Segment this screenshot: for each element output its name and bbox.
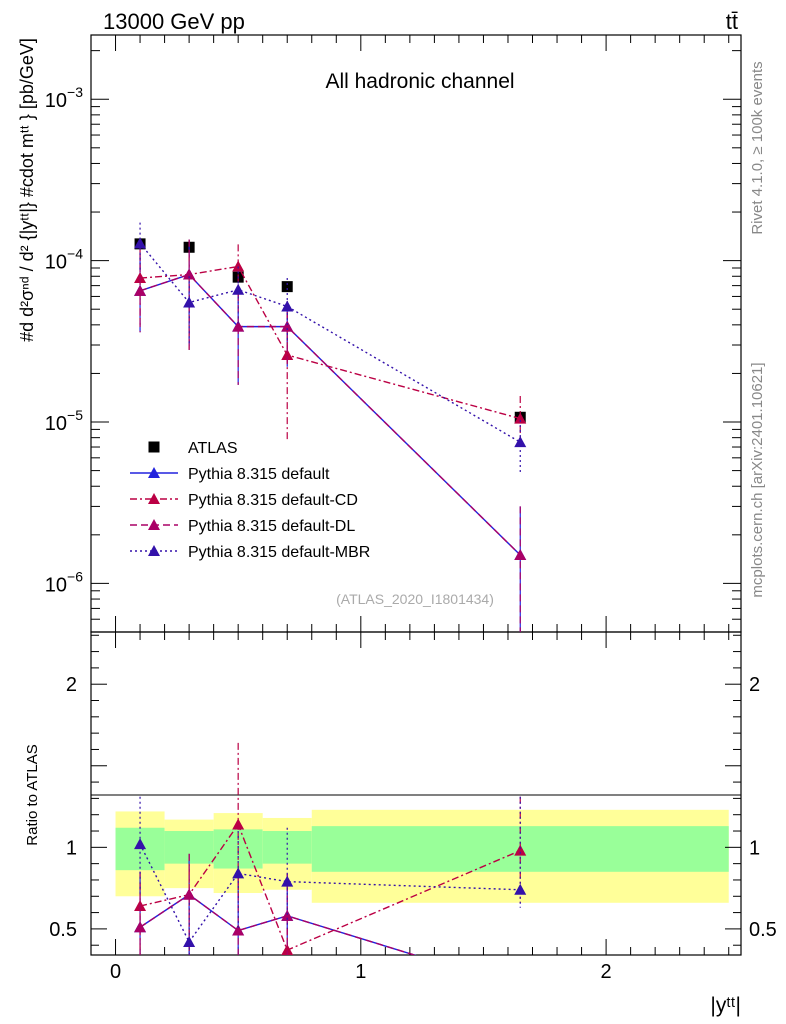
series-line xyxy=(139,242,521,443)
x-tick-label: 1 xyxy=(355,961,366,983)
ratio-y-tick-label-left: 1 xyxy=(66,837,77,859)
ratio-series-pythia-8-315-default-dl xyxy=(134,853,526,993)
legend: ATLAS Pythia 8.315 default Pythia 8.315 de… xyxy=(130,440,370,561)
series-pythia-8-315-default-cd xyxy=(134,239,527,443)
main-y-tick-label: 10−3 xyxy=(45,84,83,112)
ratio-series-line xyxy=(139,893,417,955)
main-series-group xyxy=(134,222,527,632)
rivet-version-label: Rivet 4.1.0, ≥ 100k events xyxy=(749,61,766,234)
ratio-y-tick-label-left: 0.5 xyxy=(49,919,77,941)
main-y-tick-label: 10−6 xyxy=(45,568,83,596)
ratio-y-tick-label-right: 1 xyxy=(749,837,760,859)
main-y-tick-label: 10−4 xyxy=(45,246,83,274)
ratio-data-point xyxy=(134,921,147,933)
legend-marker xyxy=(148,467,160,478)
ratio-data-point xyxy=(232,924,245,936)
data-point xyxy=(232,320,245,332)
legend-marker xyxy=(148,441,160,453)
legend-marker xyxy=(148,493,160,504)
x-tick-label: 0 xyxy=(110,961,121,983)
ratio-data-point xyxy=(514,982,526,993)
main-y-tick-label: 10−5 xyxy=(45,407,83,435)
ratio-y-axis-label: Ratio to ATLAS xyxy=(24,744,41,845)
ratio-y-tick-label-right: 0.5 xyxy=(749,919,777,941)
ratio-data-point xyxy=(183,888,196,900)
main-panel-frame xyxy=(90,34,742,633)
data-point xyxy=(281,300,294,312)
ratio-data-point xyxy=(281,944,294,955)
ratio-series-pythia-8-315-default-mbr xyxy=(134,796,527,955)
data-point xyxy=(183,296,196,308)
legend-marker xyxy=(148,519,160,530)
chart-title: All hadronic channel xyxy=(325,70,514,93)
legend-entry: Pythia 8.315 default-DL xyxy=(130,518,355,535)
series-atlas xyxy=(134,238,526,423)
uncertainty-bands xyxy=(115,809,729,903)
ratio-panel-frame xyxy=(90,631,742,956)
energy-label: 13000 GeV pp xyxy=(103,9,245,34)
data-point xyxy=(281,349,294,361)
x-tick-labels: 0 1 2 xyxy=(110,961,612,983)
ratio-data-point xyxy=(514,982,526,993)
legend-label: Pythia 8.315 default xyxy=(188,466,330,483)
series-line xyxy=(140,265,521,420)
ratio-data-point xyxy=(281,875,294,887)
main-y-tick-labels: 10−3 10−4 10−5 10−6 xyxy=(45,84,83,596)
legend-marker xyxy=(148,545,160,556)
ratio-data-point xyxy=(514,883,527,895)
data-point xyxy=(232,260,245,272)
data-point xyxy=(134,237,147,249)
series-pythia-8-315-default-mbr xyxy=(134,222,527,474)
series-line xyxy=(139,273,521,556)
ratio-data-point xyxy=(134,838,147,850)
legend-label: Pythia 8.315 default-CD xyxy=(188,492,358,509)
analysis-tag: (ATLAS_2020_I1801434) xyxy=(336,591,494,607)
ratio-y-tick-labels: 0.5 0.5 1 1 2 2 xyxy=(49,674,777,941)
ratio-y-tick-label-right: 2 xyxy=(749,674,760,696)
ratio-data-point xyxy=(281,909,294,921)
process-label: tt̄ xyxy=(726,9,738,34)
axis-ticks xyxy=(91,35,741,955)
data-point xyxy=(514,548,527,560)
data-point xyxy=(183,268,196,280)
data-point xyxy=(281,320,294,332)
legend-entry: ATLAS xyxy=(148,440,238,457)
ratio-data-point xyxy=(232,867,245,879)
data-point xyxy=(514,412,527,424)
data-point xyxy=(232,283,245,295)
legend-entry: Pythia 8.315 default-MBR xyxy=(130,544,370,561)
ratio-series-line xyxy=(139,893,417,955)
data-point xyxy=(134,284,147,296)
legend-entry: Pythia 8.315 default-CD xyxy=(130,492,358,509)
ratio-series-line xyxy=(139,843,521,944)
legend-label: Pythia 8.315 default-MBR xyxy=(188,544,370,561)
legend-label: Pythia 8.315 default-DL xyxy=(188,518,355,535)
main-y-axis-label: #d d²σⁿᵈ / d² {|yᵗᵗ|} #cdot mᵗᵗ } [pb/Ge… xyxy=(17,38,37,342)
x-axis-label: |yᵗᵗ| xyxy=(710,994,741,1017)
data-point xyxy=(514,436,527,448)
legend-label: ATLAS xyxy=(188,440,238,457)
ratio-data-point xyxy=(514,844,527,856)
x-tick-label: 2 xyxy=(601,961,612,983)
data-point xyxy=(281,281,293,293)
source-label: mcplots.cern.ch [arXiv:2401.10621] xyxy=(749,362,766,597)
ratio-series-group xyxy=(134,742,527,993)
ratio-data-point xyxy=(232,818,245,830)
series-line xyxy=(139,273,521,556)
legend-entry: Pythia 8.315 default xyxy=(130,466,330,483)
ratio-y-tick-label-left: 2 xyxy=(66,674,77,696)
ratio-data-point xyxy=(183,935,196,947)
